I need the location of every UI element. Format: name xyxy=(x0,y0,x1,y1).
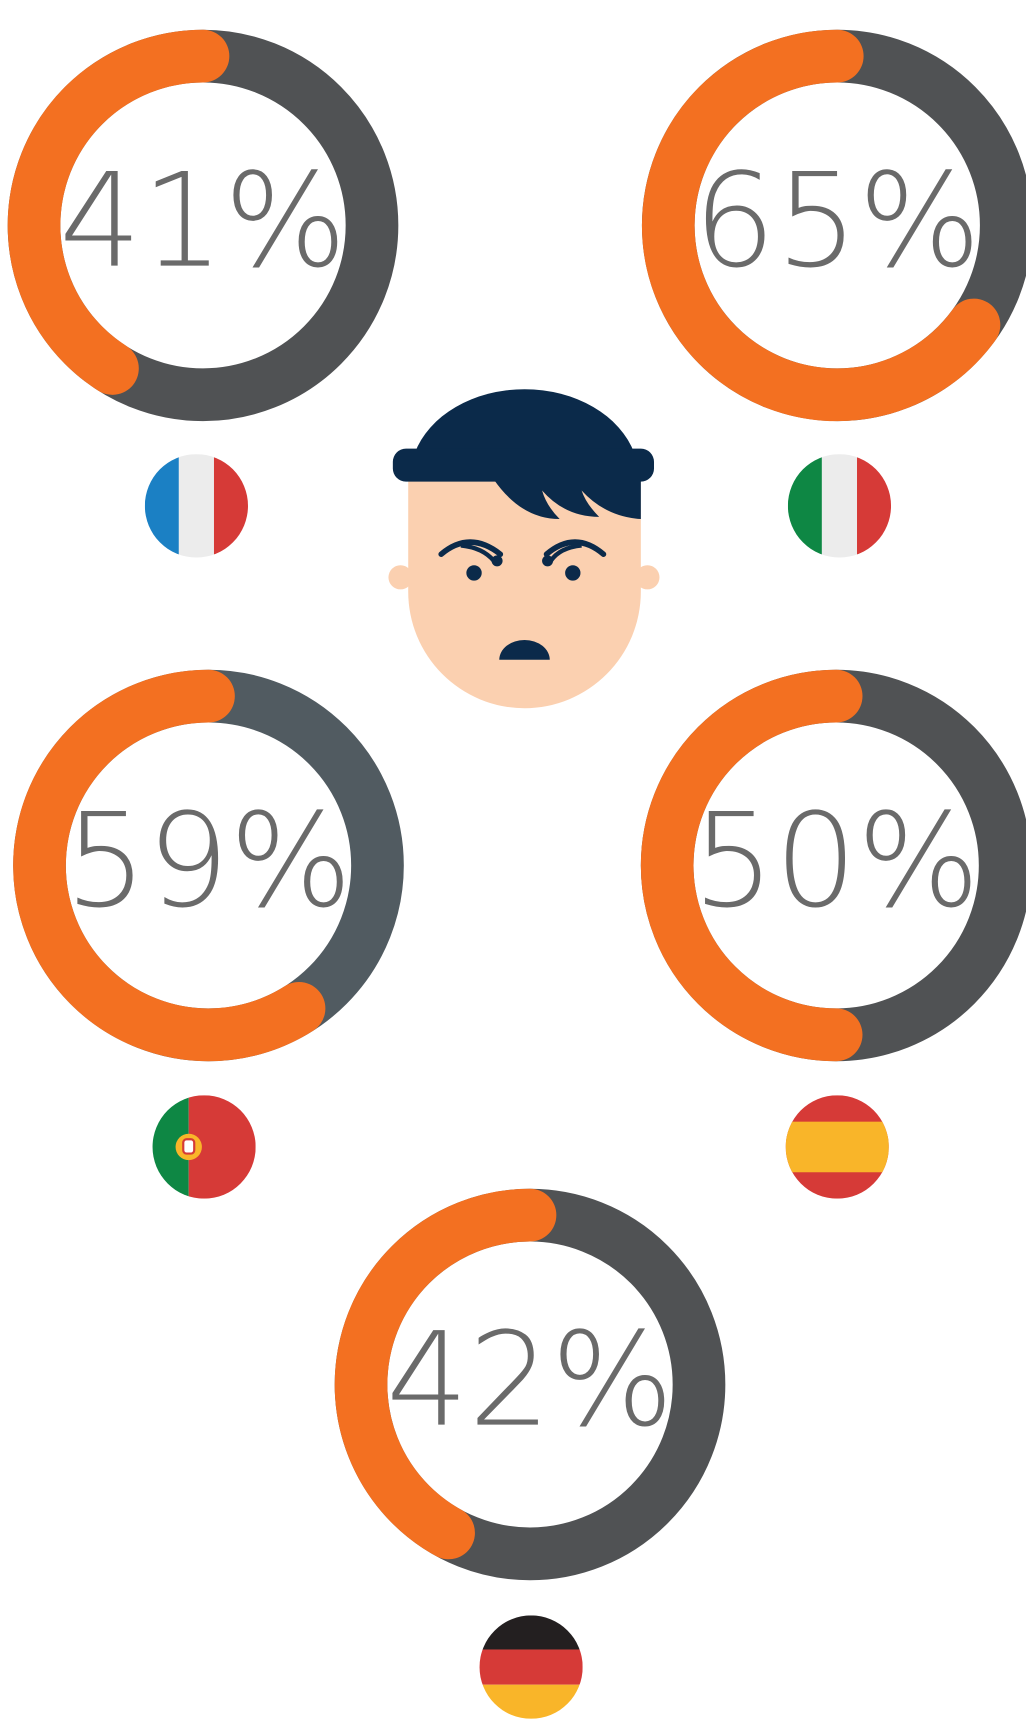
value-label: 65% xyxy=(693,145,981,296)
donut-arc xyxy=(640,669,863,1062)
value-label: 59% xyxy=(65,786,353,937)
donut-arc xyxy=(13,669,326,1062)
donut-arc xyxy=(641,29,1001,422)
donut-arc xyxy=(334,1188,557,1560)
value-label: 41% xyxy=(59,145,347,296)
value-label: 50% xyxy=(692,786,980,937)
donut-arc xyxy=(7,29,230,395)
flag-italy xyxy=(787,454,892,558)
flag-portugal xyxy=(152,1095,256,1199)
flag-spain xyxy=(785,1095,889,1199)
face-illustration xyxy=(388,389,660,709)
value-label: 42% xyxy=(386,1305,674,1456)
flag-germany xyxy=(479,1615,583,1719)
flag-france xyxy=(144,454,248,558)
